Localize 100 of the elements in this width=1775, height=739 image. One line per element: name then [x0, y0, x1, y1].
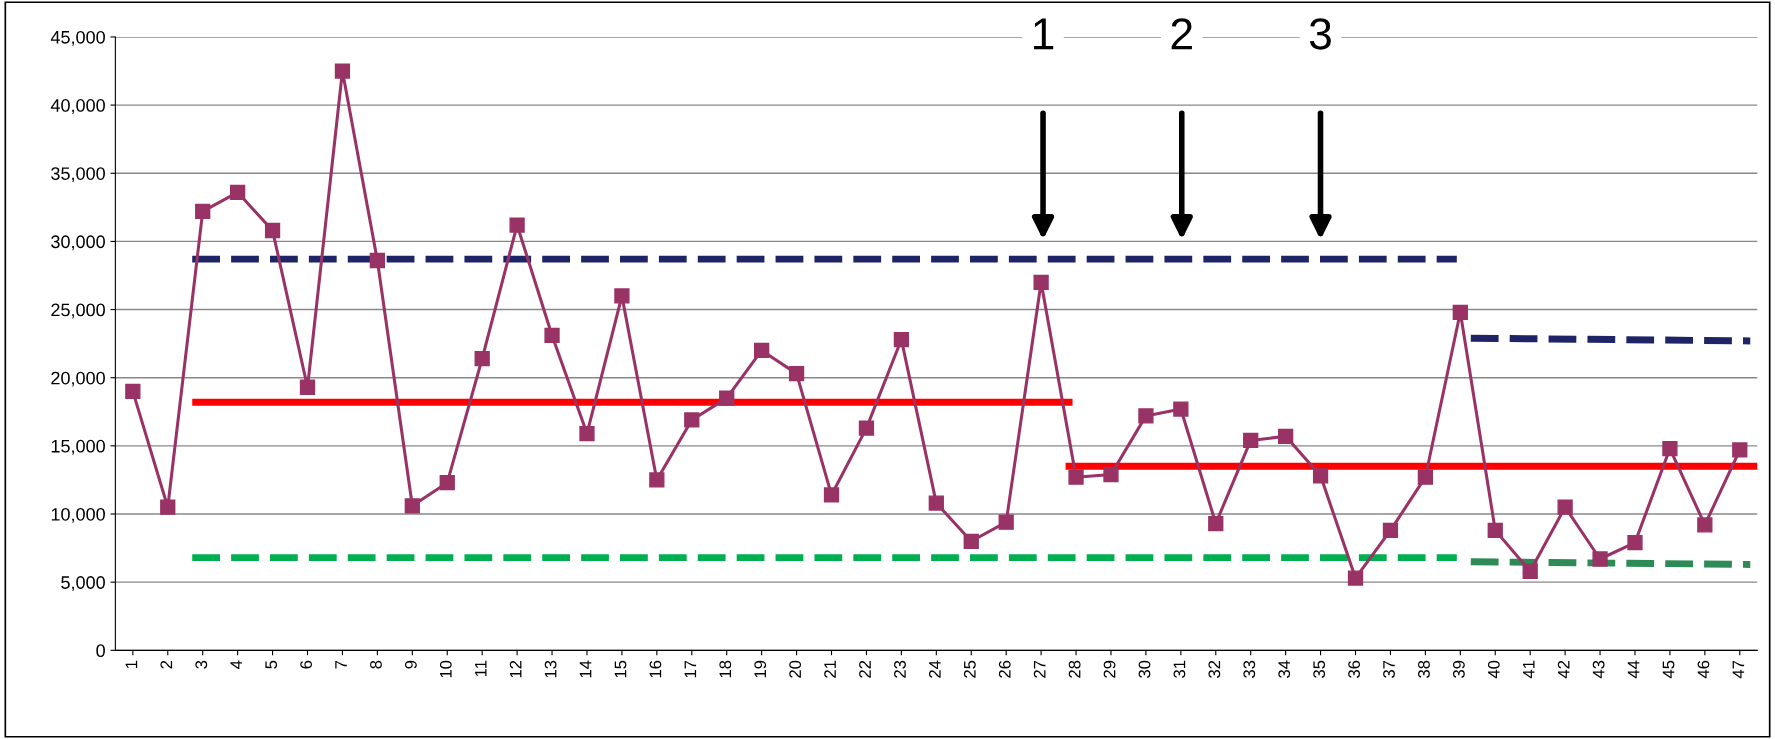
point — [788, 365, 805, 382]
point — [1592, 551, 1608, 567]
x-tick-label: 47 — [1732, 660, 1745, 679]
point — [1033, 274, 1049, 290]
point — [369, 252, 386, 269]
point — [1557, 499, 1573, 515]
x-tick-label: 13 — [544, 660, 557, 678]
x-tick-label: 42 — [1557, 660, 1570, 679]
point — [439, 475, 455, 491]
y-tick-label: 30,000 — [51, 235, 105, 251]
x-tick-label: 26 — [998, 660, 1011, 678]
x-tick-label: 37 — [1383, 660, 1395, 678]
point — [719, 390, 735, 406]
point — [544, 327, 560, 344]
point — [893, 331, 910, 348]
x-tick-label: 30 — [1138, 660, 1151, 678]
x-tick-label: 44 — [1627, 660, 1640, 679]
x-tick-label: 34 — [1278, 660, 1291, 678]
point — [754, 342, 770, 359]
point — [1522, 563, 1538, 579]
x-tick-label: 11 — [475, 660, 487, 677]
x-tick-label: 25 — [963, 660, 976, 678]
x-tick-label: 9 — [404, 660, 417, 669]
point — [1487, 522, 1503, 539]
y-tick-label: 20,000 — [51, 371, 105, 387]
x-tick-label: 43 — [1592, 660, 1605, 679]
x-tick-label: 41 — [1523, 660, 1535, 679]
point — [858, 420, 875, 436]
point — [1278, 428, 1294, 444]
x-tick-label: 36 — [1348, 660, 1360, 678]
y-tick-label: 40,000 — [50, 99, 105, 114]
annotation: 2 — [1171, 18, 1192, 50]
point — [160, 499, 176, 515]
point — [195, 203, 211, 220]
point — [998, 514, 1014, 530]
x-tick-label: 35 — [1313, 660, 1326, 678]
point — [579, 425, 595, 442]
point — [614, 288, 630, 304]
point — [1382, 522, 1399, 539]
y-tick-label: 25,000 — [51, 303, 105, 319]
x-tick-label: 28 — [1068, 660, 1081, 678]
point — [334, 63, 351, 79]
point — [230, 184, 246, 200]
x-tick-label: 6 — [300, 660, 312, 669]
x-tick-label: 20 — [789, 660, 802, 678]
x-tick-label: 27 — [1033, 660, 1046, 678]
x-tick-label: 17 — [684, 660, 697, 678]
point — [1243, 432, 1259, 449]
y-tick-label: 45,000 — [50, 30, 105, 46]
point — [1103, 466, 1119, 483]
x-tick-label: 2 — [160, 660, 173, 669]
point — [299, 379, 316, 395]
x-tick-label: 8 — [370, 660, 382, 669]
annotation: 1 — [1034, 18, 1054, 50]
x-tick-label: 19 — [754, 660, 767, 678]
x-tick-label: 3 — [195, 660, 208, 669]
x-tick-label: 12 — [509, 660, 522, 678]
x-tick-label: 5 — [265, 660, 278, 669]
x-tick-label: 24 — [928, 660, 941, 678]
x-tick-label: 33 — [1243, 660, 1256, 678]
point — [1697, 517, 1713, 533]
x-tick-label: 18 — [719, 660, 732, 678]
x-tick-label: 23 — [894, 660, 906, 678]
point — [1068, 469, 1084, 485]
point — [1417, 469, 1434, 485]
x-tick-label: 14 — [579, 660, 592, 678]
point — [1312, 468, 1329, 484]
x-tick-label: 21 — [824, 660, 836, 678]
point — [1662, 440, 1678, 457]
x-tick-label: 10 — [439, 660, 452, 678]
x-tick-label: 39 — [1452, 660, 1465, 678]
x-tick-label: 22 — [859, 660, 871, 678]
point — [823, 487, 840, 503]
point — [1452, 304, 1468, 320]
point — [1627, 534, 1643, 551]
point — [474, 350, 490, 367]
x-tick-label: 29 — [1103, 660, 1116, 678]
point — [1173, 401, 1189, 417]
x-tick-label: 38 — [1418, 660, 1430, 678]
point — [963, 533, 979, 549]
y-tick-label: 15,000 — [51, 439, 105, 455]
x-tick-label: 45 — [1662, 660, 1675, 679]
point — [404, 498, 420, 514]
x-tick-label: 1 — [125, 660, 138, 669]
x-tick-label: 40 — [1487, 660, 1500, 679]
x-tick-label: 32 — [1208, 660, 1221, 678]
point — [684, 412, 700, 428]
point — [125, 383, 141, 399]
x-tick-label: 16 — [649, 660, 662, 678]
x-tick-label: 31 — [1173, 660, 1186, 678]
y-tick-label: 0 — [96, 644, 105, 658]
point — [649, 472, 665, 488]
point — [1732, 442, 1748, 458]
annotation: 3 — [1309, 18, 1331, 50]
point — [928, 495, 944, 511]
x-tick-label: 4 — [230, 660, 242, 669]
x-tick-label: 7 — [335, 660, 347, 669]
point — [1347, 570, 1364, 586]
x-tick-label: 46 — [1697, 660, 1710, 679]
x-tick-label: 15 — [614, 660, 627, 678]
